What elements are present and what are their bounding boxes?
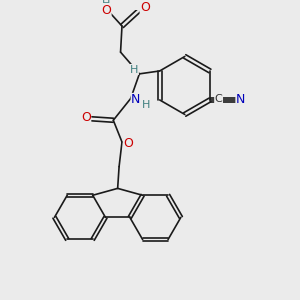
Text: C: C [215,94,223,104]
Text: H: H [130,64,138,74]
Text: N: N [236,94,246,106]
Text: O: O [101,4,111,16]
Text: H: H [102,0,110,9]
Text: H: H [142,100,150,110]
Text: N: N [131,94,141,106]
Text: O: O [81,111,91,124]
Text: O: O [140,1,150,14]
Text: O: O [123,137,133,150]
